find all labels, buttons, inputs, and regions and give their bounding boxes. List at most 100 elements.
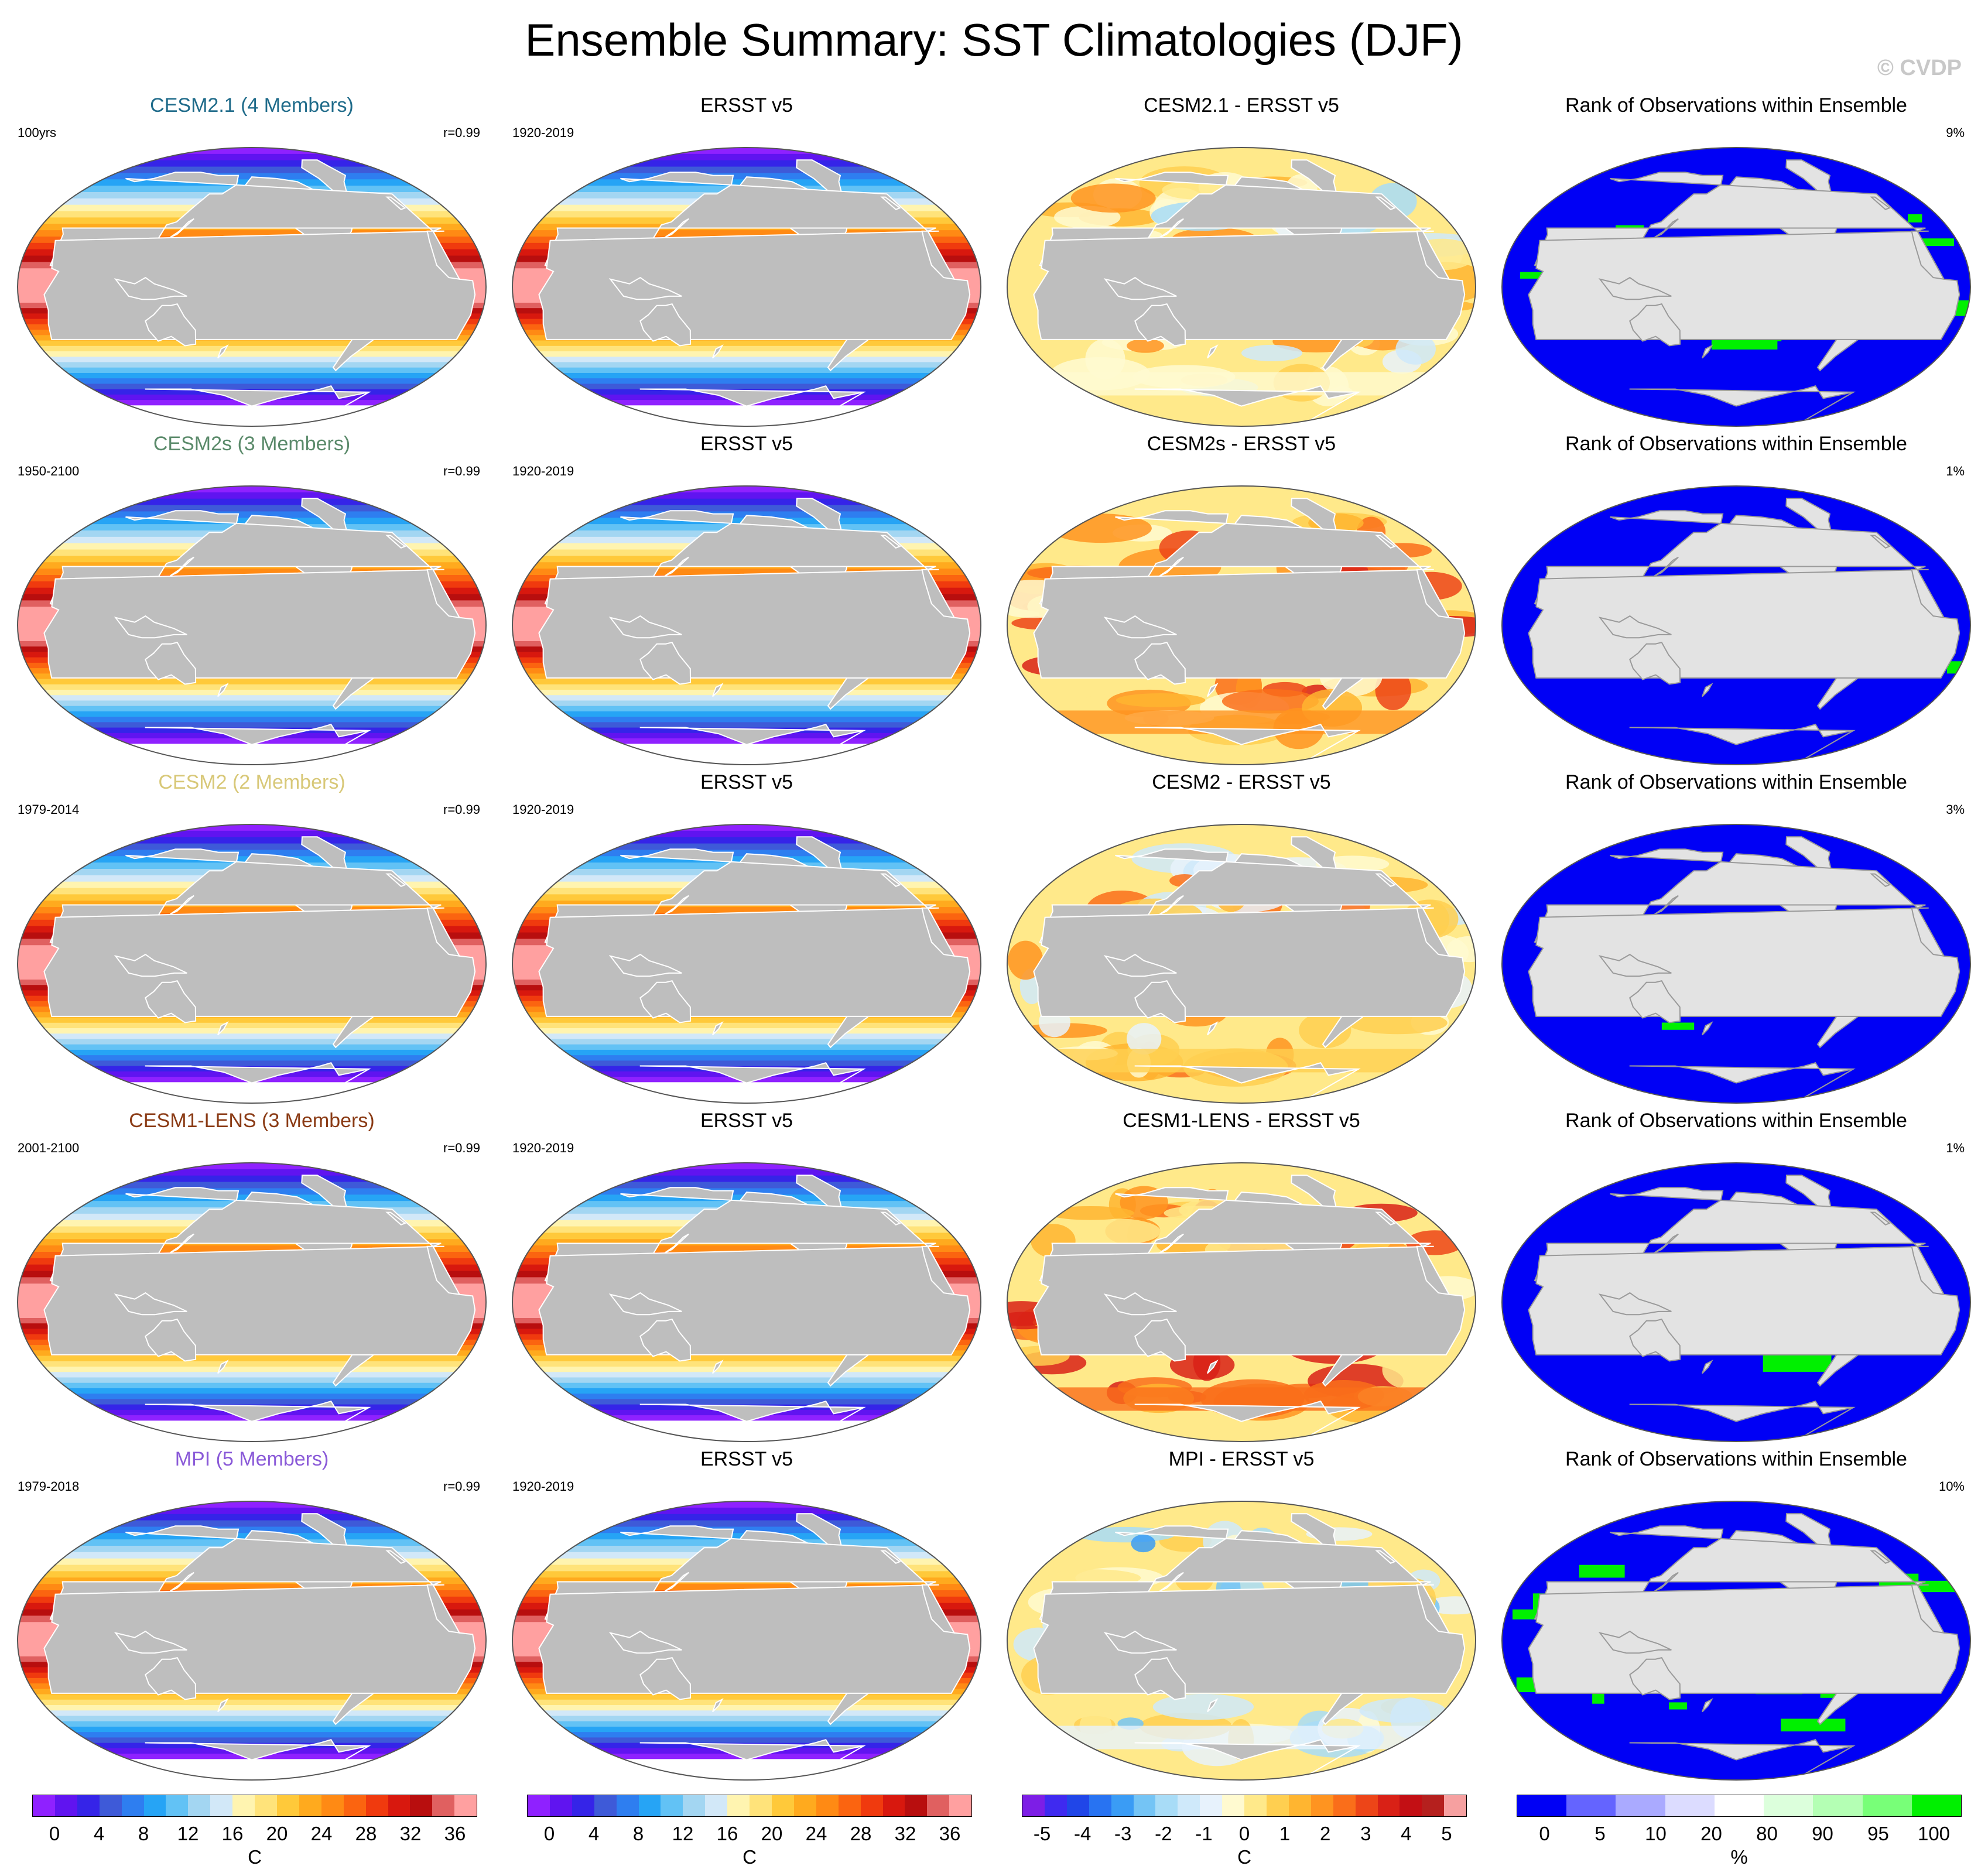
australia-landmass: [1134, 303, 1186, 347]
antarctica-landmass: [1134, 724, 1361, 765]
indonesia-landmass: [608, 276, 682, 300]
rank-panel-title: Rank of Observations within Ensemble: [1565, 94, 1907, 117]
nz-landmass: [712, 1698, 724, 1713]
nz-landmass: [217, 683, 229, 697]
africa-east-edge-landmass: [426, 230, 461, 280]
greenland-landmass: [796, 1175, 843, 1210]
colorbar-2: 0 4 8 12 16 20 24 28 32 36 C: [527, 1795, 972, 1868]
panel-model-row5: MPI (5 Members) 1979-2018 r=0.99: [6, 1446, 498, 1785]
panel-model-row3: CESM2 (2 Members) 1979-2014 r=0.99: [6, 769, 498, 1108]
obs-period-label: 1920-2019: [512, 125, 574, 140]
r4c3-rank-patch: [1781, 1718, 1846, 1732]
colorbar-tick-label: 12: [177, 1823, 199, 1844]
africa-landmass: [538, 569, 971, 679]
panel-model-row2: CESM2s (3 Members) 1950-2100 r=0.99: [6, 431, 498, 769]
uk-landmass: [385, 196, 406, 210]
australia-landmass: [1134, 980, 1186, 1023]
indonesia-landmass: [114, 1630, 187, 1654]
colorbar-swatch: [1133, 1795, 1156, 1816]
map-outline: [512, 1162, 981, 1442]
r1c2-anomaly-blob: [1375, 668, 1411, 710]
colorbar-tick-label: 28: [355, 1823, 377, 1844]
colorbar-swatch: [549, 1795, 572, 1816]
colorbar-tick-label: 32: [399, 1823, 422, 1844]
uk-landmass: [880, 535, 901, 549]
colorbar-units-label: %: [1730, 1846, 1748, 1868]
africa-east-edge-landmass: [426, 569, 461, 619]
japan-landmass: [169, 218, 194, 238]
model-panel-title: CESM1-LENS (3 Members): [129, 1110, 375, 1132]
africa-east-edge-landmass: [1911, 907, 1945, 957]
difference-panel-title: MPI - ERSST v5: [1168, 1448, 1315, 1470]
greenland-landmass: [796, 159, 843, 195]
antarctica-landmass: [1629, 724, 1856, 765]
indonesia-landmass: [1103, 615, 1177, 639]
r4c3-rank-patch: [1592, 1690, 1604, 1704]
map-outline: [512, 147, 981, 427]
colorbar-tick-label: -5: [1033, 1823, 1051, 1844]
obs-period-label: 1920-2019: [512, 1479, 574, 1494]
australia-landmass: [145, 1318, 197, 1362]
panel-obs-row3: ERSST v5 1920-2019: [501, 769, 993, 1108]
panel-diff-row4: CESM1-LENS - ERSST v5: [995, 1108, 1487, 1446]
r2c2-map: [1007, 824, 1476, 1104]
antarctica-landmass: [1134, 1062, 1361, 1103]
antarctica-landmass: [145, 385, 371, 426]
colorbar-swatch: [1222, 1795, 1245, 1816]
r2c2-anomaly-blob: [1347, 1011, 1448, 1035]
nz-landmass: [1702, 1698, 1713, 1713]
australia-landmass: [1629, 1656, 1681, 1700]
japan-landmass: [664, 895, 689, 915]
uk-landmass: [880, 873, 901, 887]
antarctica-landmass: [1629, 1062, 1856, 1103]
r4c0-map: [17, 1501, 487, 1781]
japan-landmass: [169, 556, 194, 577]
greenland-landmass: [1291, 159, 1337, 195]
colorbar-tick-label: 4: [588, 1823, 600, 1844]
map-outline: [17, 824, 487, 1104]
panel-diff-row1: CESM2.1 - ERSST v5: [995, 93, 1487, 431]
map-outline: [17, 147, 487, 427]
map-outline: [1501, 1162, 1971, 1442]
colorbar-tick-label: 10: [1645, 1823, 1667, 1844]
japan-landmass: [664, 218, 689, 238]
obs-panel-title: ERSST v5: [700, 771, 793, 793]
colorbar-swatch: [343, 1795, 366, 1816]
colorbar-swatch: [388, 1795, 410, 1816]
greenland-landmass: [1785, 836, 1832, 872]
africa-landmass: [1528, 230, 1960, 340]
africa-landmass: [1033, 1584, 1466, 1694]
australia-landmass: [639, 641, 692, 685]
australia-landmass: [1629, 980, 1681, 1023]
australia-landmass: [145, 641, 197, 685]
difference-panel-title: CESM2.1 - ERSST v5: [1144, 94, 1339, 117]
indonesia-landmass: [114, 1292, 187, 1316]
africa-landmass: [1033, 1245, 1466, 1355]
r4c2-anomaly-blob: [1131, 1534, 1156, 1553]
colorbar-swatch: [365, 1795, 388, 1816]
colorbar-swatch: [1764, 1795, 1814, 1816]
map-outline: [1501, 1501, 1971, 1781]
greenland-landmass: [1291, 498, 1337, 533]
colorbar-swatch: [1400, 1795, 1422, 1816]
australia-landmass: [639, 303, 692, 347]
colorbar-swatch: [1066, 1795, 1089, 1816]
colorbar-swatch: [1813, 1795, 1863, 1816]
r0c2-anomaly-blob: [1395, 333, 1436, 365]
africa-east-edge-landmass: [1911, 569, 1945, 619]
colorbar-swatch: [299, 1795, 321, 1816]
r4c3-rank-patch: [1579, 1565, 1625, 1578]
indonesia-landmass: [114, 276, 187, 300]
colorbar-swatch: [1178, 1795, 1200, 1816]
r0c2-map: [1007, 147, 1476, 427]
indonesia-landmass: [114, 953, 187, 977]
indonesia-landmass: [114, 615, 187, 639]
model-period-label: 2001-2100: [18, 1141, 80, 1155]
greenland-landmass: [301, 159, 348, 195]
africa-east-edge-landmass: [1416, 1584, 1450, 1634]
greenland-landmass: [301, 1175, 348, 1210]
r3c1-map: [512, 1162, 981, 1442]
colorbar-tick-label: 36: [939, 1823, 961, 1844]
indonesia-landmass: [1103, 1630, 1177, 1654]
colorbar-swatch: [949, 1795, 972, 1816]
